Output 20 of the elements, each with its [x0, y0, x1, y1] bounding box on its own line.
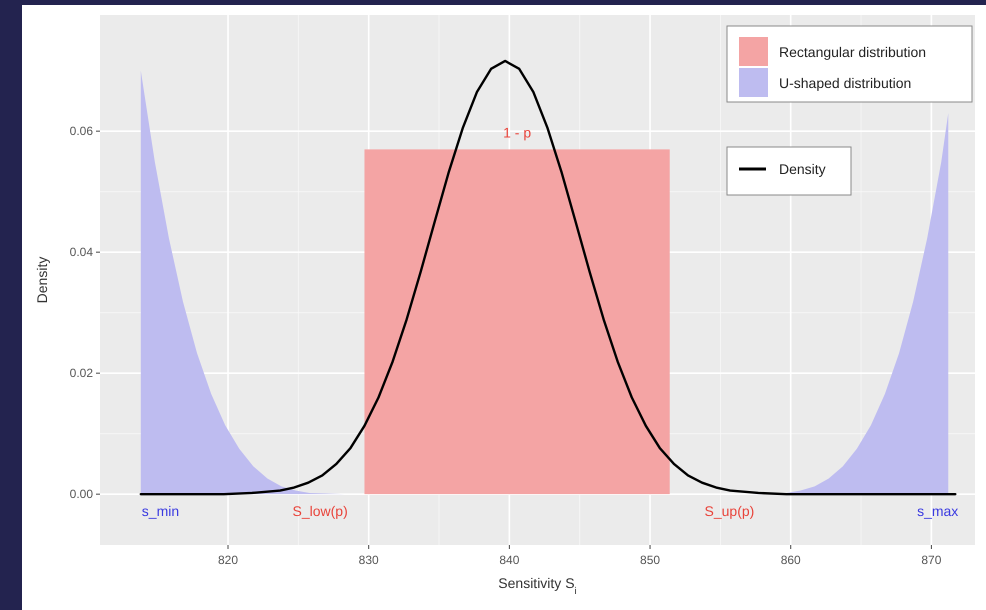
x-axis-title: Sensitivity S$_{i}$	[498, 575, 577, 596]
annotation: 1 - p	[503, 124, 532, 140]
y-tick-label: 0.00	[70, 487, 94, 502]
y-tick-label: 0.04	[70, 245, 94, 260]
annotation: S_low(p)	[292, 503, 348, 520]
y-tick-label: 0.06	[70, 124, 94, 138]
x-tick-label: 850	[640, 553, 660, 567]
x-tick-label: 820	[218, 553, 238, 567]
x-tick-label: 860	[780, 553, 802, 567]
x-tick-label: 870	[921, 553, 942, 567]
annotation: s_max	[917, 503, 958, 520]
y-tick-label: 0.02	[70, 366, 94, 380]
legend-label: U-shaped distribution	[779, 75, 912, 91]
y-axis-title: Density	[34, 256, 50, 304]
annotation: S_up(p)	[704, 503, 754, 520]
legend-label: Density	[779, 161, 826, 177]
legend-label: Rectangular distribution	[779, 44, 926, 60]
x-tick-label: 840	[499, 553, 520, 567]
x-tick-label: 830	[358, 553, 380, 567]
annotation: s_min	[142, 503, 180, 520]
